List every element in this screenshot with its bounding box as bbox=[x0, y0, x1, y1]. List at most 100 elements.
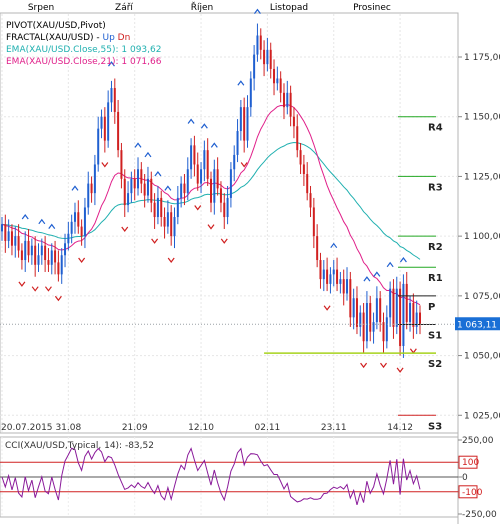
candle-body bbox=[153, 202, 156, 218]
candle-body bbox=[77, 212, 80, 227]
candle-body bbox=[50, 250, 53, 265]
fractal-up-marker bbox=[386, 261, 394, 268]
fractal-down-marker bbox=[207, 224, 215, 230]
candle-body bbox=[40, 245, 43, 256]
last-price-tag: 1 063,11 bbox=[455, 317, 500, 331]
candle-body bbox=[143, 183, 146, 196]
candle-body bbox=[146, 178, 149, 196]
candle-body bbox=[14, 236, 17, 246]
pivot-label-r1: R1 bbox=[428, 273, 443, 284]
candle-body bbox=[282, 92, 285, 108]
candle-body bbox=[93, 164, 96, 194]
candle-body bbox=[302, 164, 305, 175]
candle-body bbox=[17, 236, 20, 251]
fractal-up-marker bbox=[48, 223, 56, 229]
pivot-label-p: P bbox=[428, 302, 435, 313]
candle-body bbox=[73, 212, 76, 222]
candle-body bbox=[362, 312, 365, 342]
y-tick-label: 1 075,00 bbox=[464, 292, 500, 302]
candle-body bbox=[319, 260, 322, 280]
candle-body bbox=[160, 197, 163, 218]
candle-body bbox=[140, 169, 143, 184]
candle-body bbox=[253, 54, 256, 79]
candle-body bbox=[273, 68, 276, 84]
candle-body bbox=[130, 178, 133, 194]
candle-body bbox=[296, 126, 299, 151]
candle-body bbox=[409, 303, 412, 323]
legend-fractal: FRACTAL(XAU/USD) - Up Dn bbox=[6, 33, 130, 43]
candle-body bbox=[279, 78, 282, 93]
month-labels: Srpen Září Říjen Listopad Prosinec bbox=[28, 2, 391, 13]
candle-body bbox=[382, 322, 385, 342]
candle-body bbox=[4, 224, 7, 241]
candle-body bbox=[47, 260, 50, 265]
candle-body bbox=[322, 269, 325, 280]
fractal-up-marker bbox=[154, 171, 162, 177]
candle-body bbox=[37, 255, 40, 265]
cci-tick-label: 0 bbox=[462, 473, 468, 483]
candle-body bbox=[107, 102, 110, 141]
candle-body bbox=[372, 322, 375, 332]
candle-body bbox=[210, 178, 212, 203]
candle-body bbox=[57, 262, 60, 275]
fractal-down-marker bbox=[240, 162, 248, 168]
candle-body bbox=[20, 250, 23, 261]
cci-tick-box bbox=[458, 485, 478, 499]
fractal-down-marker bbox=[380, 362, 387, 369]
y-tick-label: 1 050,00 bbox=[464, 352, 500, 362]
month-label-listopad: Listopad bbox=[270, 3, 308, 13]
candle-body bbox=[7, 231, 10, 241]
candle-body bbox=[399, 288, 402, 347]
fractal-down-marker bbox=[54, 295, 62, 302]
fractal-up-marker bbox=[200, 123, 208, 129]
candle-body bbox=[312, 207, 315, 237]
month-label-prosinec: Prosinec bbox=[353, 3, 391, 13]
candle-body bbox=[30, 245, 33, 256]
candle-body bbox=[176, 197, 179, 218]
candle-body bbox=[24, 240, 27, 261]
candle-body bbox=[44, 245, 47, 261]
candle-body bbox=[276, 78, 279, 84]
candle-body bbox=[163, 217, 166, 227]
candle-body bbox=[369, 303, 372, 332]
candle-body bbox=[219, 188, 222, 203]
candle-body bbox=[223, 202, 226, 218]
x-date-label: 23.11 bbox=[321, 423, 347, 433]
candle-body bbox=[213, 169, 216, 203]
candle-body bbox=[309, 193, 312, 208]
candle-body bbox=[216, 169, 219, 189]
fractal-down-marker bbox=[396, 367, 404, 373]
fractal-up-marker bbox=[373, 271, 381, 277]
fractal-up-marker bbox=[237, 80, 245, 86]
fractal-up-marker bbox=[107, 61, 115, 67]
fractal-down-marker bbox=[44, 286, 52, 292]
fractal-up-marker bbox=[330, 242, 338, 249]
pivot-label-r2: R2 bbox=[428, 242, 443, 253]
candle-body bbox=[133, 178, 136, 189]
candle-body bbox=[183, 183, 186, 194]
candle-body bbox=[332, 269, 335, 275]
fractal-down-marker bbox=[31, 286, 39, 292]
candle-body bbox=[292, 116, 295, 127]
candle-body bbox=[349, 279, 352, 318]
fractal-up-marker bbox=[187, 118, 195, 124]
candle-body bbox=[289, 92, 292, 117]
candle-body bbox=[123, 178, 126, 206]
legend-ema21: EMA(XAU/USD.Close,21): 1 071,66 bbox=[6, 57, 162, 67]
candle-body bbox=[249, 78, 252, 108]
fractal-down-marker bbox=[18, 281, 26, 287]
candle-body bbox=[326, 269, 329, 284]
fractal-up-marker bbox=[134, 142, 142, 148]
legend-ema55: EMA(XAU/USD.Close,55): 1 093,62 bbox=[6, 45, 161, 55]
candle-body bbox=[190, 145, 193, 170]
candle-body bbox=[137, 169, 140, 189]
fractal-down-marker bbox=[78, 257, 86, 264]
cci-tick-label: -250,00 bbox=[462, 510, 497, 520]
x-date-label: 14.12 bbox=[387, 423, 413, 433]
fractal-up-marker bbox=[38, 218, 46, 225]
candle-body bbox=[246, 107, 249, 141]
fractal-down-marker bbox=[151, 238, 159, 244]
cci-tick-label: 100 bbox=[462, 458, 479, 468]
